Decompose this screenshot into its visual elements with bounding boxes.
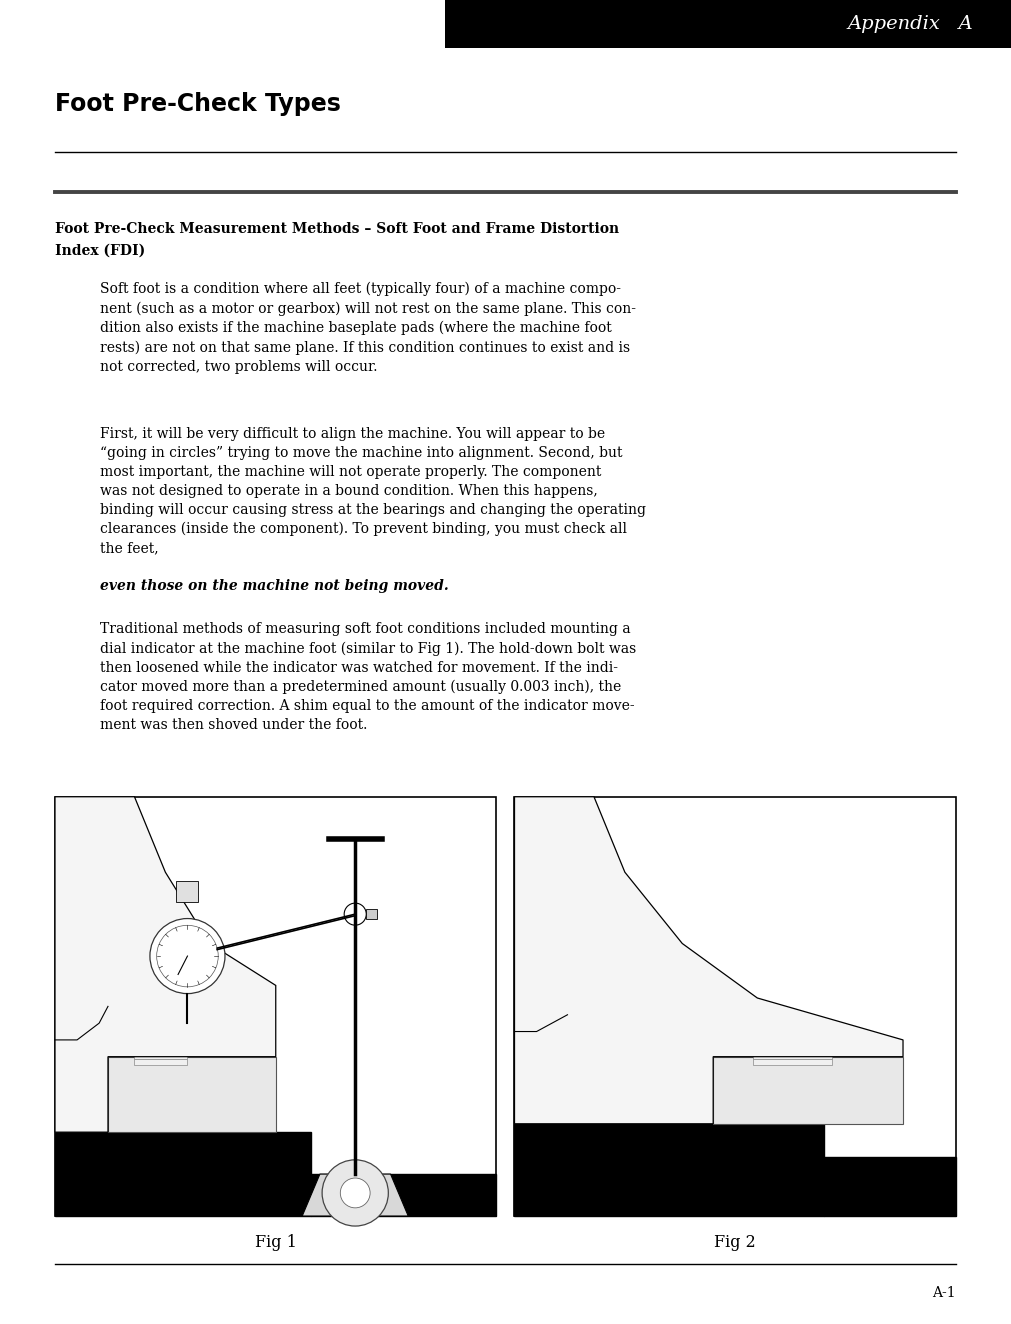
- Bar: [176, 880, 198, 902]
- Bar: [55, 1132, 311, 1215]
- Text: even those on the machine not being moved.: even those on the machine not being move…: [100, 579, 449, 593]
- Circle shape: [341, 1178, 370, 1207]
- Text: Index (FDI): Index (FDI): [55, 244, 146, 258]
- Bar: [753, 1059, 832, 1064]
- Polygon shape: [515, 797, 903, 1124]
- Bar: [753, 1041, 832, 1046]
- Bar: [134, 1047, 187, 1053]
- Bar: [753, 1053, 832, 1059]
- Text: Foot Pre-Check Types: Foot Pre-Check Types: [55, 91, 341, 117]
- Bar: [515, 797, 956, 1215]
- Circle shape: [157, 925, 218, 986]
- Circle shape: [150, 919, 225, 993]
- Polygon shape: [302, 1174, 408, 1215]
- Polygon shape: [55, 797, 276, 1132]
- Text: Traditional methods of measuring soft foot conditions included mounting a
dial i: Traditional methods of measuring soft fo…: [100, 622, 636, 732]
- Circle shape: [344, 903, 366, 925]
- Bar: [366, 908, 377, 919]
- Text: Appendix   A: Appendix A: [847, 15, 973, 33]
- Text: Soft foot is a condition where all feet (typically four) of a machine compo-
nen: Soft foot is a condition where all feet …: [100, 282, 636, 373]
- Text: Foot Pre-Check Measurement Methods – Soft Foot and Frame Distortion: Foot Pre-Check Measurement Methods – Sof…: [55, 222, 619, 236]
- Bar: [139, 1023, 174, 1039]
- Bar: [753, 1047, 832, 1053]
- Bar: [55, 797, 496, 1215]
- Bar: [445, 0, 1011, 48]
- Text: A-1: A-1: [932, 1286, 956, 1300]
- Bar: [134, 1041, 187, 1046]
- Bar: [515, 1124, 824, 1215]
- Bar: [713, 1057, 903, 1124]
- Text: First, it will be very difficult to align the machine. You will appear to be
“go: First, it will be very difficult to alig…: [100, 426, 646, 555]
- Bar: [824, 1157, 956, 1215]
- Bar: [134, 1059, 187, 1064]
- Bar: [108, 1057, 276, 1132]
- Text: Fig 1: Fig 1: [255, 1234, 296, 1251]
- Circle shape: [323, 1160, 388, 1226]
- Bar: [311, 1174, 496, 1215]
- Text: Fig 2: Fig 2: [715, 1234, 756, 1251]
- Bar: [134, 1053, 187, 1059]
